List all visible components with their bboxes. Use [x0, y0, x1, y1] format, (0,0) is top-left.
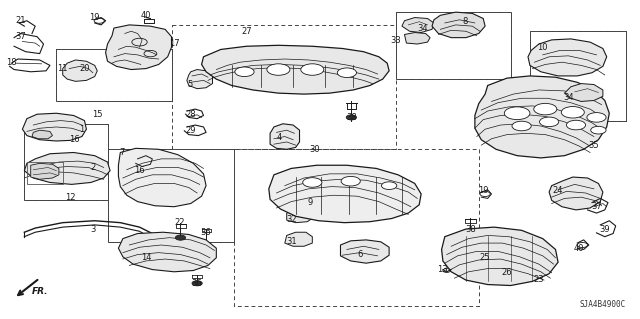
Polygon shape	[475, 76, 609, 158]
Text: FR.: FR.	[32, 287, 49, 296]
Circle shape	[561, 107, 584, 118]
Circle shape	[381, 182, 397, 189]
Circle shape	[192, 281, 202, 286]
Text: 1: 1	[79, 125, 84, 134]
Polygon shape	[32, 130, 52, 139]
Polygon shape	[118, 148, 206, 207]
Text: 28: 28	[186, 110, 196, 119]
Text: 4: 4	[276, 133, 282, 142]
Text: 26: 26	[502, 268, 512, 277]
Text: 27: 27	[241, 27, 252, 36]
Text: 38: 38	[346, 113, 356, 122]
Circle shape	[235, 67, 254, 77]
Text: 9: 9	[307, 198, 312, 207]
Text: 32: 32	[286, 215, 296, 224]
Text: 39: 39	[600, 225, 610, 234]
Text: 23: 23	[534, 275, 544, 284]
Polygon shape	[296, 193, 321, 208]
Polygon shape	[285, 232, 312, 246]
Text: 18: 18	[6, 58, 17, 67]
Circle shape	[534, 103, 557, 115]
Text: 5: 5	[188, 80, 193, 89]
Circle shape	[337, 68, 356, 78]
Text: 35: 35	[589, 141, 599, 150]
Text: 36: 36	[192, 279, 202, 288]
Polygon shape	[106, 25, 172, 70]
Circle shape	[465, 232, 476, 237]
Text: 16: 16	[134, 166, 145, 175]
Text: 6: 6	[357, 250, 362, 259]
Polygon shape	[269, 165, 421, 223]
Text: 25: 25	[480, 253, 490, 262]
Polygon shape	[270, 124, 300, 149]
Polygon shape	[202, 45, 389, 94]
Polygon shape	[187, 70, 212, 89]
Text: 19: 19	[478, 186, 488, 195]
Text: 14: 14	[141, 253, 151, 262]
Text: 10: 10	[538, 43, 548, 52]
Polygon shape	[549, 177, 603, 210]
Text: 19: 19	[90, 13, 100, 22]
Circle shape	[591, 126, 606, 134]
Text: 37: 37	[15, 32, 26, 41]
Circle shape	[303, 178, 322, 187]
Circle shape	[267, 64, 290, 75]
Polygon shape	[287, 210, 314, 223]
Polygon shape	[528, 39, 607, 76]
Text: 16: 16	[69, 135, 79, 144]
Circle shape	[341, 176, 360, 186]
Text: 33: 33	[390, 36, 401, 45]
Circle shape	[566, 120, 586, 130]
Text: 24: 24	[553, 186, 563, 195]
Polygon shape	[24, 152, 110, 184]
Polygon shape	[63, 60, 97, 81]
Circle shape	[587, 113, 606, 122]
Text: 22: 22	[175, 218, 185, 227]
Circle shape	[504, 107, 530, 120]
Circle shape	[512, 121, 531, 131]
Polygon shape	[22, 113, 86, 141]
Text: 40: 40	[574, 244, 584, 253]
Text: 11: 11	[58, 64, 68, 73]
Polygon shape	[340, 240, 389, 263]
Text: 40: 40	[141, 11, 151, 20]
Circle shape	[175, 235, 186, 240]
Text: SJA4B4900C: SJA4B4900C	[580, 300, 626, 309]
Polygon shape	[432, 12, 485, 38]
Text: 38: 38	[465, 225, 476, 234]
Text: 34: 34	[563, 93, 573, 102]
Text: 20: 20	[79, 64, 90, 73]
Text: 7: 7	[120, 148, 125, 157]
Polygon shape	[564, 84, 603, 101]
Text: 36: 36	[201, 228, 211, 237]
Circle shape	[540, 117, 559, 127]
Polygon shape	[402, 18, 434, 33]
Polygon shape	[404, 33, 430, 44]
Text: 17: 17	[169, 39, 179, 48]
Text: 3: 3	[90, 225, 95, 234]
Circle shape	[301, 64, 324, 75]
Text: 12: 12	[65, 193, 76, 202]
Text: 13: 13	[438, 265, 448, 274]
Text: 8: 8	[462, 17, 467, 26]
Circle shape	[346, 115, 356, 120]
Text: 2: 2	[90, 163, 95, 172]
Text: 31: 31	[286, 237, 296, 246]
Text: 15: 15	[92, 110, 102, 119]
Text: 29: 29	[186, 126, 196, 135]
Polygon shape	[31, 163, 59, 179]
Polygon shape	[118, 232, 216, 272]
Text: 34: 34	[418, 24, 428, 33]
Text: 30: 30	[309, 145, 319, 154]
Polygon shape	[442, 227, 558, 286]
Text: 21: 21	[15, 16, 26, 25]
Text: 37: 37	[591, 202, 602, 211]
